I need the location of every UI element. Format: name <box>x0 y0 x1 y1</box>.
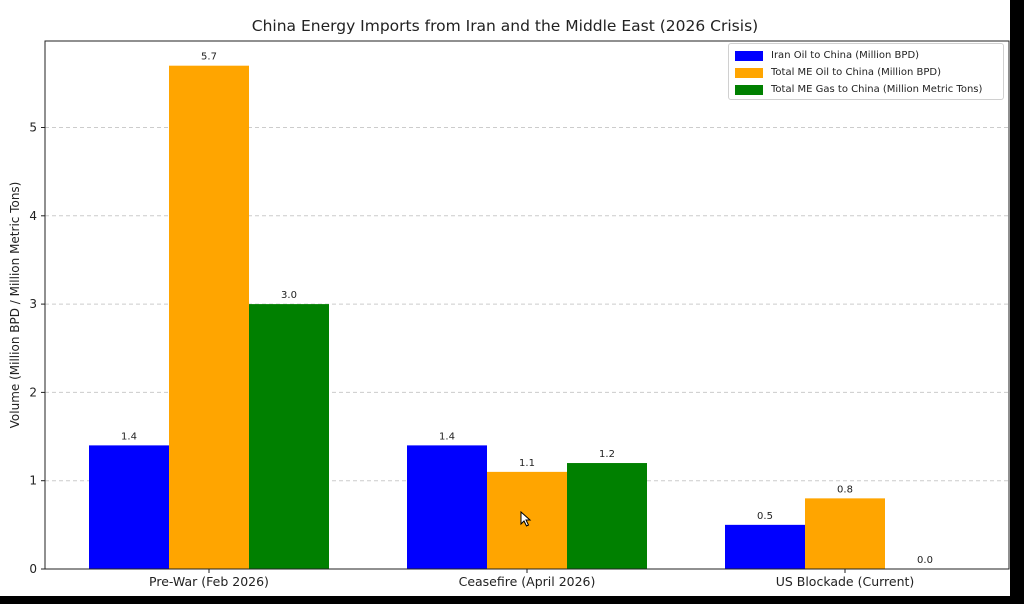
y-tick-label: 2 <box>29 385 37 399</box>
bar-value-label: 5.7 <box>201 52 217 63</box>
y-tick-label: 0 <box>29 562 37 576</box>
bar <box>407 445 487 569</box>
bar-value-label: 1.4 <box>121 431 137 442</box>
y-tick-label: 5 <box>29 121 37 135</box>
bar-value-label: 1.4 <box>439 431 455 442</box>
bar-value-label: 0.0 <box>917 555 933 566</box>
chart-legend: Iran Oil to China (Million BPD) Total ME … <box>728 43 1004 100</box>
x-tick-label: Pre-War (Feb 2026) <box>149 574 269 589</box>
y-tick-label: 4 <box>29 209 37 223</box>
bar-value-label: 0.8 <box>837 484 853 495</box>
y-axis-label: Volume (Million BPD / Million Metric Ton… <box>8 182 22 429</box>
bar <box>169 65 249 569</box>
x-tick-label: US Blockade (Current) <box>776 574 915 589</box>
bar <box>249 304 329 569</box>
legend-swatch <box>735 84 763 95</box>
y-tick-label: 3 <box>29 297 37 311</box>
legend-entry: Total ME Oil to China (Million BPD) <box>735 64 997 81</box>
x-tick-label: Ceasefire (April 2026) <box>459 574 596 589</box>
bar <box>89 445 169 569</box>
legend-label: Total ME Oil to China (Million BPD) <box>771 67 941 78</box>
legend-entry: Total ME Gas to China (Million Metric To… <box>735 81 997 98</box>
bar-value-label: 1.2 <box>599 449 615 460</box>
bar-value-label: 0.5 <box>757 511 773 522</box>
legend-swatch <box>735 50 763 61</box>
chart-frame: China Energy Imports from Iran and the M… <box>0 0 1010 596</box>
legend-swatch <box>735 67 763 78</box>
bar <box>567 463 647 569</box>
legend-label: Iran Oil to China (Million BPD) <box>771 50 920 61</box>
bar-value-label: 1.1 <box>519 458 535 469</box>
y-tick-label: 1 <box>29 474 37 488</box>
bar <box>725 524 805 569</box>
bar-value-label: 3.0 <box>281 290 297 301</box>
bar <box>805 498 885 569</box>
mouse-cursor-icon <box>520 511 532 527</box>
legend-entry: Iran Oil to China (Million BPD) <box>735 47 997 64</box>
chart-title: China Energy Imports from Iran and the M… <box>251 17 759 35</box>
bar-chart: 1.4 1.4 0.5 5.7 1.1 0.8 3.0 1.2 0.0 0 1 2 3 4 5 Pre-W… <box>8 40 1010 589</box>
legend-label: Total ME Gas to China (Million Metric To… <box>771 84 983 95</box>
